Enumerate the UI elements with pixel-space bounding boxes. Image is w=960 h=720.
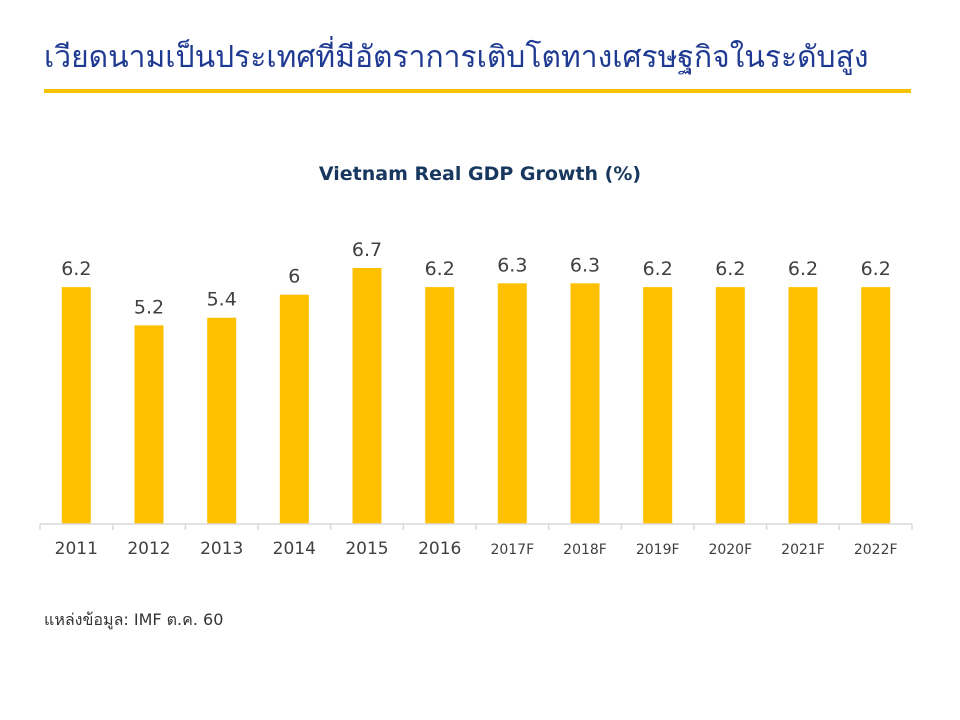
bar-2016	[425, 287, 455, 524]
category-label-2013: 2013	[200, 539, 243, 559]
source-note: แหล่งข้อมูล: IMF ต.ค. 60	[44, 610, 224, 629]
value-label-2018F: 6.3	[570, 254, 600, 276]
value-label-2020F: 6.2	[715, 258, 745, 280]
bar-2013	[207, 317, 237, 524]
bar-2015	[352, 268, 382, 524]
chart-title: Vietnam Real GDP Growth (%)	[318, 163, 642, 185]
category-label-2018F: 2018F	[563, 542, 607, 558]
value-label-2022F: 6.2	[861, 258, 891, 280]
bar-2018F	[570, 283, 600, 524]
category-label-2021F: 2021F	[781, 542, 825, 558]
title-underline	[44, 89, 911, 93]
category-label-2016: 2016	[418, 539, 461, 559]
value-label-2013: 5.4	[207, 289, 237, 311]
value-label-2014: 6	[288, 266, 300, 288]
category-label-2017F: 2017F	[490, 542, 534, 558]
bars-group	[61, 268, 891, 524]
x-axis-ticks-group	[39, 524, 913, 530]
bar-2020F	[715, 287, 745, 524]
value-label-2021F: 6.2	[788, 258, 818, 280]
value-label-2015: 6.7	[352, 239, 382, 261]
bar-2017F	[497, 283, 527, 524]
category-label-2011: 2011	[55, 539, 98, 559]
category-label-2015: 2015	[345, 539, 388, 559]
value-labels-group: 6.2 5.2 5.4 6 6.7 6.2 6.3 6.3 6.2 6.2 6.2 6.2	[61, 239, 891, 318]
value-label-2011: 6.2	[61, 258, 91, 280]
category-label-2019F: 2019F	[636, 542, 680, 558]
value-label-2017F: 6.3	[497, 254, 527, 276]
category-label-2020F: 2020F	[708, 542, 752, 558]
category-labels-group: 2011 2012 2013 2014 2015 2016 2017F 2018F 2019F 2…	[55, 539, 898, 559]
bar-2022F	[861, 287, 891, 524]
bar-2021F	[788, 287, 818, 524]
bar-chart: 6.25.2 5.466.76.2 6.3 6.3 6.2 6.2 6.2 6.2 2011 2…	[39, 239, 913, 559]
category-label-2014: 2014	[273, 539, 316, 559]
category-label-2012: 2012	[127, 539, 170, 559]
category-label-2022F: 2022F	[854, 542, 898, 558]
page-title: เวียดนามเป็นประเทศที่มีอัตราการเติบโตทาง…	[44, 40, 869, 75]
bar-2014	[279, 294, 309, 524]
value-label-2012: 5.2	[134, 296, 164, 318]
bar-2012	[134, 325, 164, 524]
bar-2019F	[643, 287, 673, 524]
value-label-2016: 6.2	[425, 258, 455, 280]
bar-2011	[61, 287, 91, 524]
value-label-2019F: 6.2	[643, 258, 673, 280]
